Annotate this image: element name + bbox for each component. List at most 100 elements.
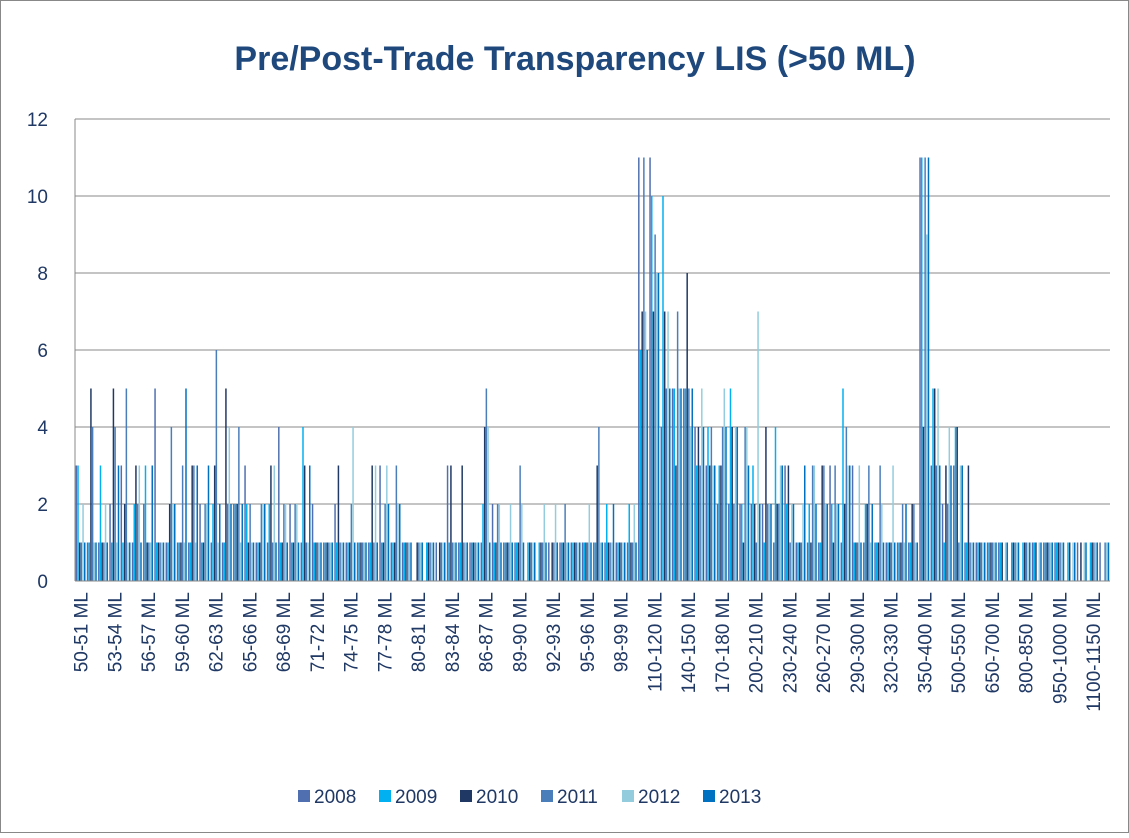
bar	[264, 504, 266, 581]
bar	[480, 542, 483, 581]
bar	[144, 465, 147, 581]
bar	[643, 157, 645, 581]
bar	[791, 504, 793, 581]
bar	[369, 542, 372, 581]
bar	[594, 542, 597, 581]
bar	[598, 427, 600, 581]
bar	[435, 542, 438, 581]
bar	[626, 542, 629, 581]
bar	[212, 504, 214, 581]
bar	[562, 542, 565, 581]
bar	[964, 542, 966, 581]
bar	[348, 542, 351, 581]
bar	[125, 388, 128, 581]
bar	[365, 542, 367, 581]
bar	[80, 542, 83, 581]
bar	[331, 542, 333, 581]
x-tick-label: 92-93 ML	[544, 592, 565, 672]
bar	[455, 542, 457, 581]
bar	[721, 427, 724, 581]
bar	[339, 542, 341, 581]
bar	[961, 465, 963, 581]
bar	[676, 311, 679, 581]
x-tick-label: 170-180 ML	[713, 592, 734, 693]
bar	[117, 465, 120, 581]
bar	[933, 388, 936, 581]
y-tick-label: 8	[37, 264, 48, 285]
bar	[768, 504, 771, 581]
bar	[519, 465, 521, 581]
bar	[204, 504, 206, 581]
bar	[579, 542, 581, 581]
bar	[1011, 542, 1013, 581]
bar	[459, 542, 462, 581]
bar	[318, 542, 321, 581]
legend-swatch	[298, 790, 310, 802]
bar	[334, 504, 336, 581]
bar	[980, 542, 983, 581]
bar	[495, 542, 497, 581]
bar	[234, 504, 237, 581]
bar	[371, 465, 373, 581]
bar	[302, 427, 304, 581]
bar	[540, 542, 542, 581]
bar	[148, 542, 150, 581]
bar	[869, 542, 872, 581]
bar	[266, 542, 269, 581]
bar	[778, 504, 780, 581]
x-tick-label: 65-66 ML	[240, 592, 261, 672]
bar	[554, 504, 557, 581]
bar	[199, 504, 201, 581]
bar	[978, 542, 981, 581]
bar	[1012, 542, 1015, 581]
bar	[556, 542, 558, 581]
bar	[815, 504, 817, 581]
bar	[283, 504, 285, 581]
bar	[939, 465, 941, 581]
y-tick-label: 6	[37, 341, 48, 362]
bar	[946, 504, 949, 581]
bar	[720, 465, 722, 581]
bar	[881, 504, 883, 581]
x-tick-label: 350-400 ML	[915, 592, 936, 693]
bar	[185, 388, 187, 581]
bar	[228, 427, 231, 581]
x-tick-label: 80-81 ML	[409, 592, 430, 672]
bar	[284, 504, 287, 581]
bar	[837, 504, 840, 581]
bar	[1062, 542, 1065, 581]
bar	[122, 542, 124, 581]
bar	[532, 542, 534, 581]
bar	[572, 542, 574, 581]
bar	[136, 504, 139, 581]
bar	[476, 542, 478, 581]
bar	[927, 157, 930, 581]
bar	[1048, 542, 1050, 581]
bar	[350, 504, 353, 581]
bar	[1061, 542, 1063, 581]
x-tick-label: 110-120 ML	[645, 592, 666, 692]
bar	[444, 542, 446, 581]
bar	[802, 504, 804, 581]
bar	[511, 542, 513, 581]
bar	[77, 465, 79, 581]
bar	[1054, 542, 1056, 581]
bar	[644, 311, 647, 581]
bar	[823, 465, 825, 581]
legend-swatch	[703, 790, 715, 802]
bar	[238, 427, 240, 581]
bar	[138, 465, 141, 581]
bar	[779, 465, 782, 581]
bar	[804, 465, 806, 581]
bar	[397, 504, 399, 581]
y-tick-label: 12	[27, 110, 48, 131]
bar	[78, 542, 81, 581]
bar	[174, 504, 176, 581]
bar	[819, 542, 822, 581]
bar	[1068, 542, 1071, 581]
bar	[271, 542, 274, 581]
bar	[1057, 542, 1060, 581]
bar	[905, 504, 907, 581]
bar	[919, 157, 921, 581]
bar	[305, 542, 308, 581]
